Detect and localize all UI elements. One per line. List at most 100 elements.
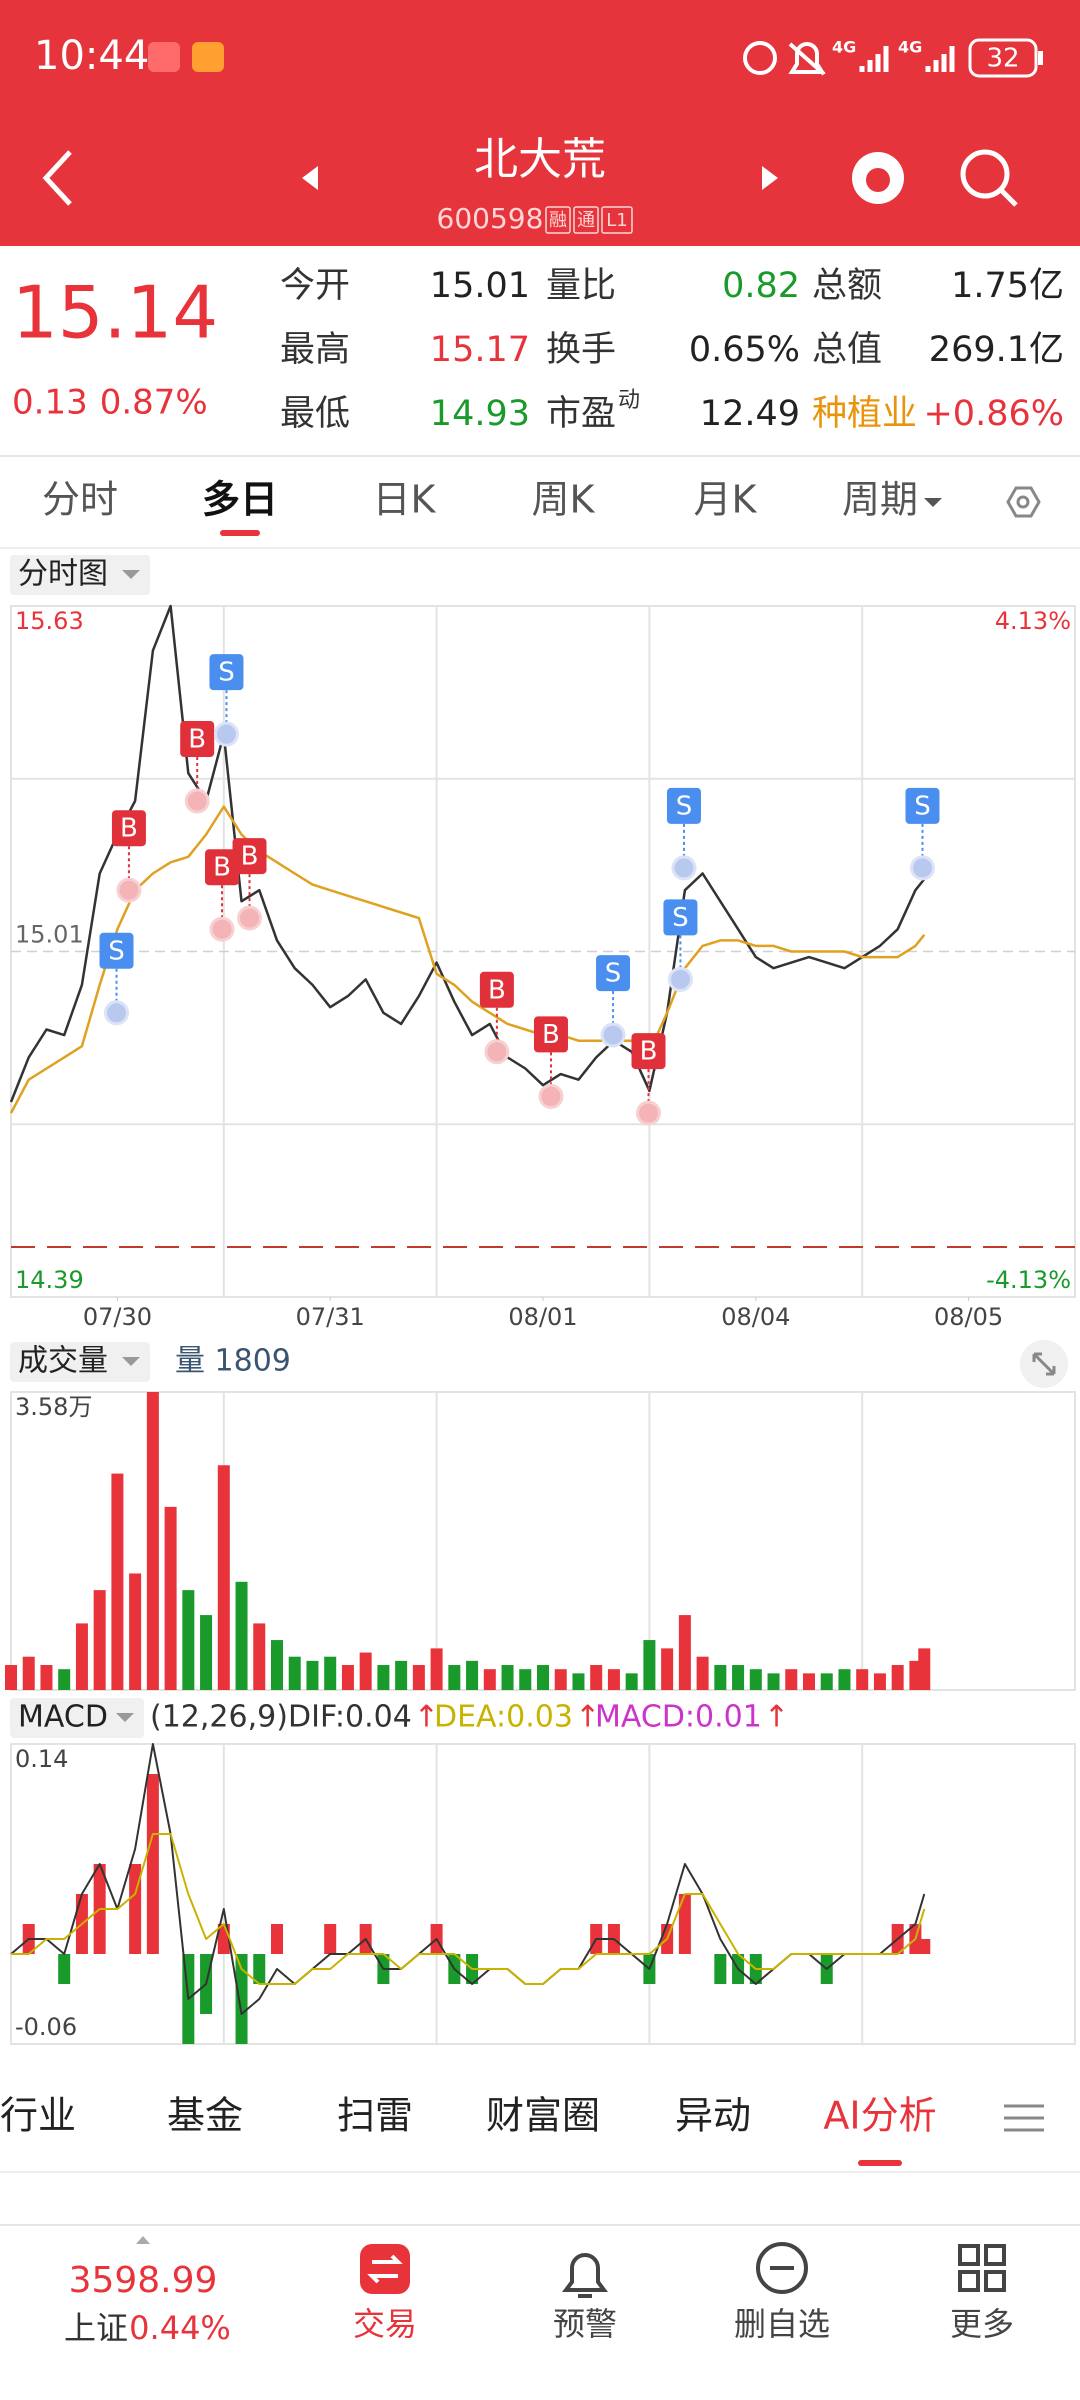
field-label: 市盈	[546, 394, 616, 434]
volume-bar	[466, 1660, 479, 1690]
signal-label: B	[488, 975, 506, 1005]
indicator-arrow: ↑	[575, 1700, 600, 1735]
field-value: 15.17	[430, 330, 530, 370]
settings-icon[interactable]	[1006, 486, 1041, 518]
volume-bar	[785, 1669, 798, 1690]
tab[interactable]: 日K	[373, 478, 437, 522]
more-icon	[958, 2244, 1006, 2292]
series-line	[9, 805, 926, 1114]
volume-bar	[448, 1665, 461, 1690]
battery-tip	[1038, 51, 1043, 65]
field-value: 0.82	[722, 266, 800, 306]
volume-bar	[22, 1656, 35, 1690]
macd-bar	[324, 1924, 337, 1954]
y-tick-label: -0.06	[15, 2013, 77, 2041]
volume-bar	[359, 1652, 372, 1690]
macd-mode-button[interactable]	[10, 1698, 144, 1738]
signal-box	[533, 1016, 568, 1053]
signal-label: B	[213, 853, 231, 883]
field-value: 15.01	[430, 266, 530, 306]
volume-mode-button[interactable]	[10, 1342, 150, 1382]
stock-name: 北大荒	[474, 134, 606, 185]
volume-bar	[537, 1665, 549, 1690]
tab[interactable]: 多日	[202, 478, 278, 522]
back-button[interactable]	[42, 150, 72, 206]
bottom-tab-indicator	[858, 2160, 902, 2166]
macd-bar	[253, 1954, 266, 1984]
tab-settings-icon[interactable]	[1004, 2104, 1044, 2132]
indicator-label: DEA:0.03	[434, 1700, 573, 1735]
field-label: 总额	[812, 266, 882, 306]
signal-box	[663, 899, 698, 936]
signal-box	[479, 971, 514, 1008]
nav-item[interactable]: 预警	[553, 2305, 617, 2343]
signal-label: S	[672, 903, 689, 933]
indicator-arrow: ↑	[764, 1700, 789, 1735]
field-label: 种植业	[812, 394, 917, 434]
network-label: 4G	[898, 38, 922, 57]
prev-stock[interactable]	[302, 166, 318, 190]
dropdown-icon	[122, 570, 140, 579]
expand-icon	[1032, 1352, 1056, 1376]
y-tick-label: 0.14	[15, 1745, 68, 1773]
tab[interactable]: 周K	[532, 478, 596, 522]
volume-bar	[856, 1669, 869, 1690]
tab[interactable]: 分时	[42, 478, 118, 522]
bottom-tab[interactable]: 扫雷	[337, 2094, 413, 2138]
signal-icon	[859, 46, 889, 72]
tab-indicator	[220, 530, 260, 536]
index-name: 上证	[64, 2309, 128, 2347]
remove-icon	[756, 2242, 808, 2294]
chart-mode-button[interactable]	[10, 555, 150, 595]
bottom-tab[interactable]: AI分析	[823, 2094, 936, 2138]
index-value: 3598.99	[69, 2260, 218, 2301]
volume-bar	[40, 1665, 53, 1690]
bottom-tab[interactable]: 基金	[167, 2094, 243, 2138]
signal-dot	[671, 855, 697, 881]
volume-bar	[288, 1656, 301, 1690]
bottom-tab[interactable]: 异动	[675, 2094, 751, 2138]
y-tick-label: 15.01	[15, 921, 84, 949]
volume-bar	[607, 1669, 620, 1690]
signal-dot	[484, 1039, 510, 1065]
y-tick-label: 14.39	[15, 1266, 84, 1294]
status-app-icon	[148, 42, 180, 72]
volume-bar	[767, 1673, 780, 1690]
x-tick-label: 08/04	[721, 1303, 790, 1331]
tab[interactable]: 周期	[842, 478, 918, 522]
field-value: 14.93	[430, 394, 530, 434]
signal-box	[631, 1033, 666, 1070]
signal-box	[666, 787, 701, 824]
bottom-tab[interactable]: 财富圈	[486, 2094, 600, 2138]
x-tick-label: 07/31	[296, 1303, 365, 1331]
search-icon[interactable]	[960, 149, 1010, 199]
signal-dot	[209, 916, 235, 942]
volume-bar	[918, 1648, 931, 1690]
signal-dot	[184, 788, 210, 814]
stock-code: 600598	[437, 202, 544, 235]
volume-bar	[625, 1673, 638, 1690]
nav-item[interactable]: 删自选	[734, 2305, 830, 2343]
field-value: +0.86%	[923, 394, 1064, 434]
volume-bar	[891, 1665, 904, 1690]
signal-box	[232, 838, 267, 875]
signal-label: S	[218, 658, 235, 688]
badge-box	[601, 206, 633, 234]
volume-bar	[235, 1581, 248, 1690]
field-label: 今开	[280, 266, 350, 306]
tab[interactable]: 月K	[694, 478, 758, 522]
volume-bar	[395, 1660, 408, 1690]
nav-item[interactable]: 更多	[950, 2305, 1014, 2343]
volume-bar	[732, 1665, 745, 1690]
macd-bar	[235, 1954, 248, 2044]
bottom-tab[interactable]: 行业	[0, 2094, 76, 2138]
macd-bar	[918, 1939, 931, 1954]
signal-dot	[636, 1100, 662, 1126]
nav-item[interactable]: 交易	[353, 2305, 417, 2343]
badge: 融	[549, 210, 567, 231]
index-change: 0.44%	[129, 2309, 231, 2347]
next-stock[interactable]	[762, 166, 778, 190]
macd-bar	[714, 1954, 727, 1984]
volume-bar	[838, 1669, 851, 1690]
signal-icon	[925, 46, 955, 72]
